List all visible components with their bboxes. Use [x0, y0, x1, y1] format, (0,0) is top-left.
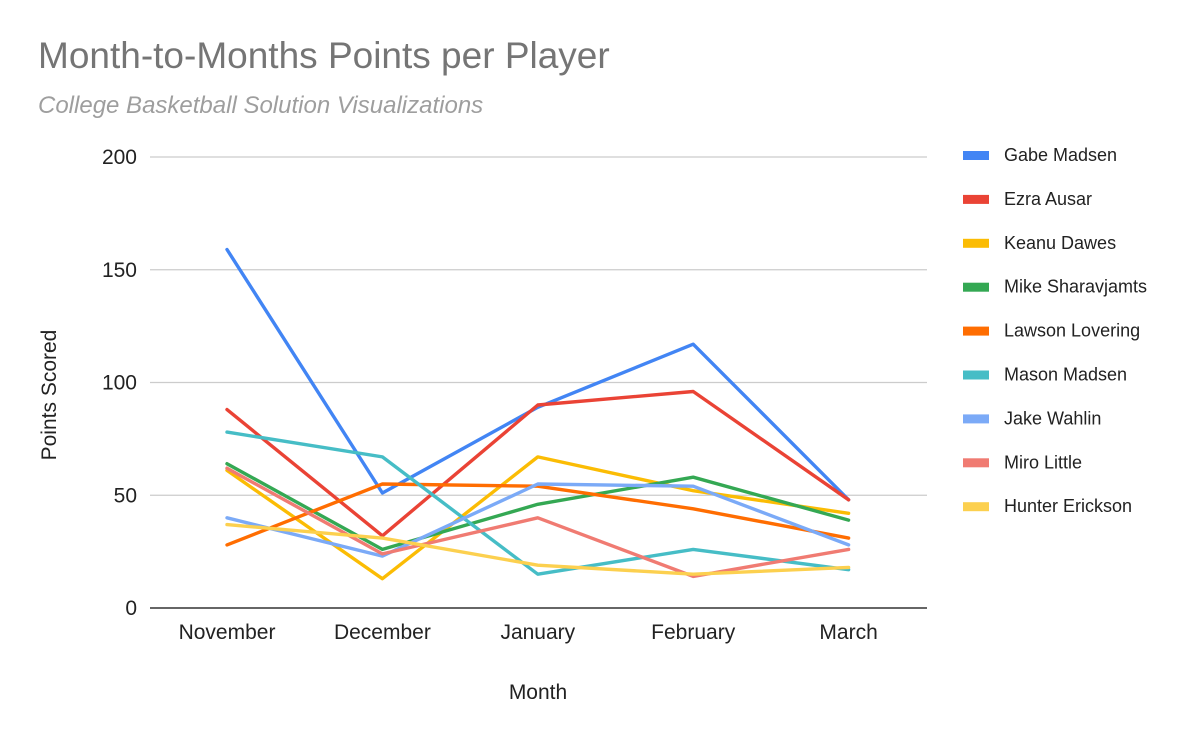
- legend-item-lawson-lovering: Lawson Lovering: [963, 321, 1140, 341]
- series-line-mike-sharavjamts: [225, 462, 851, 552]
- legend-label: Mason Madsen: [1004, 365, 1127, 385]
- y-tick-label: 200: [102, 146, 137, 169]
- chart-subtitle: College Basketball Solution Visualizatio…: [38, 92, 483, 119]
- legend-item-miro-little: Miro Little: [963, 452, 1082, 472]
- legend-swatch: [963, 151, 989, 160]
- x-axis-title: Month: [509, 681, 567, 704]
- y-tick-label: 0: [125, 597, 137, 620]
- legend-swatch: [963, 502, 989, 512]
- chart-title: Month-to-Months Points per Player: [38, 35, 610, 76]
- x-tick-label: March: [819, 621, 877, 644]
- legend-label: Mike Sharavjamts: [1004, 277, 1147, 297]
- legend-swatch: [963, 458, 989, 468]
- legend-label: Jake Wahlin: [1004, 408, 1101, 428]
- legend-item-keanu-dawes: Keanu Dawes: [963, 233, 1116, 253]
- series-line-miro-little: [225, 466, 851, 579]
- legend-swatch: [963, 282, 989, 292]
- x-axis-ticks: November December January February March: [179, 621, 878, 644]
- legend-swatch: [963, 370, 989, 380]
- legend-item-ezra-ausar: Ezra Ausar: [963, 189, 1092, 209]
- legend-label: Gabe Madsen: [1004, 145, 1117, 165]
- series-line-lawson-lovering: [225, 482, 851, 547]
- x-tick-label: November: [179, 621, 276, 644]
- x-tick-label: December: [334, 621, 431, 644]
- legend-item-hunter-erickson: Hunter Erickson: [963, 496, 1132, 516]
- legend-item-mason-madsen: Mason Madsen: [963, 365, 1127, 385]
- legend-item-mike-sharavjamts: Mike Sharavjamts: [963, 277, 1147, 297]
- legend-label: Miro Little: [1004, 452, 1082, 472]
- legend-label: Keanu Dawes: [1004, 233, 1116, 253]
- series-line-jake-wahlin: [225, 482, 851, 558]
- y-tick-label: 50: [114, 484, 137, 507]
- legend-swatch: [963, 326, 989, 336]
- legend-label: Hunter Erickson: [1004, 496, 1132, 516]
- series-line-gabe-madsen: [225, 247, 851, 502]
- legend-label: Lawson Lovering: [1004, 321, 1140, 341]
- series-line-ezra-ausar: [225, 389, 851, 538]
- series-line-mason-madsen: [225, 430, 851, 576]
- legend-swatch: [963, 194, 989, 204]
- legend-label: Ezra Ausar: [1004, 189, 1092, 209]
- gridlines: [150, 156, 927, 496]
- series-line-hunter-erickson: [225, 522, 851, 576]
- legend-item-jake-wahlin: Jake Wahlin: [963, 408, 1101, 428]
- series-lines: [225, 247, 851, 581]
- y-axis-ticks: 0 50 100 150 200: [102, 146, 137, 620]
- legend: Gabe Madsen Ezra Ausar Keanu Dawes Mike Sha…: [963, 145, 1147, 516]
- legend-item-gabe-madsen: Gabe Madsen: [963, 145, 1117, 165]
- y-tick-label: 150: [102, 259, 137, 282]
- y-tick-label: 100: [102, 372, 137, 395]
- y-axis-title: Points Scored: [38, 330, 61, 461]
- x-tick-label: February: [651, 621, 736, 644]
- legend-swatch: [963, 238, 989, 248]
- legend-swatch: [963, 414, 989, 424]
- x-tick-label: January: [500, 621, 575, 644]
